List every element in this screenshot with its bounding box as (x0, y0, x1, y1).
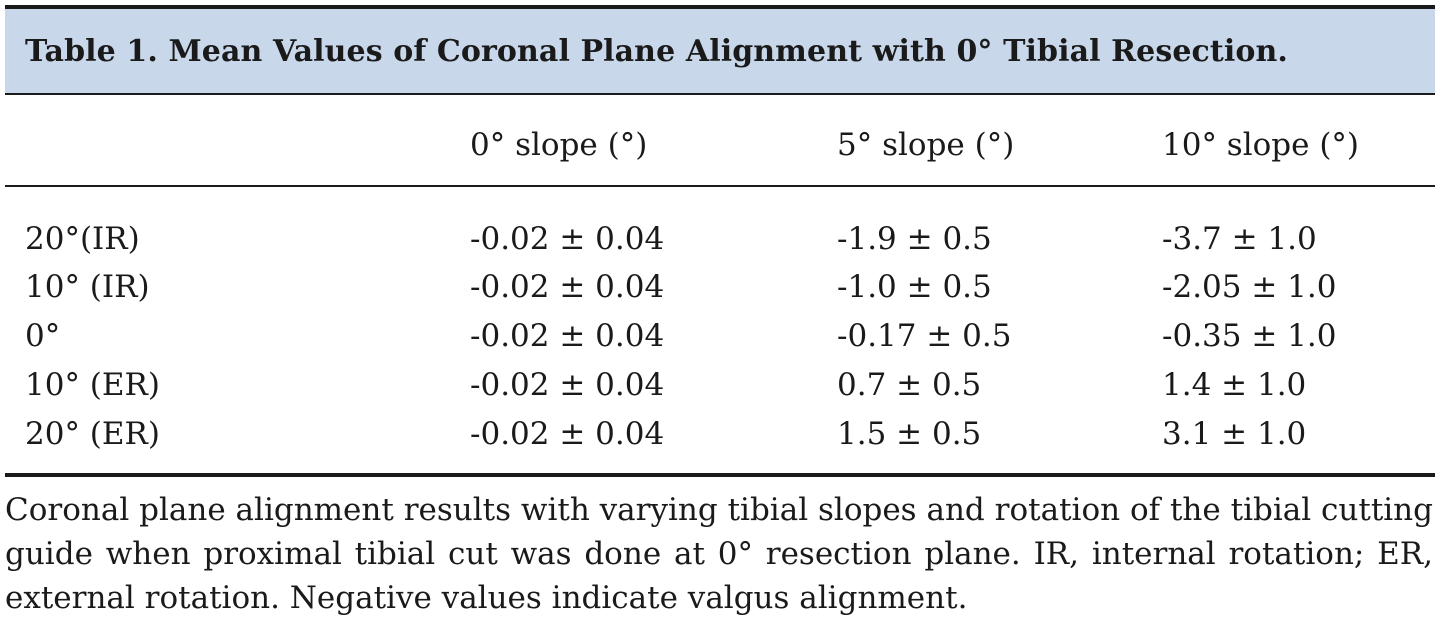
table-cell: -0.02 ± 0.04 (470, 221, 665, 257)
table-row: 20°(IR) -0.02 ± 0.04 -1.9 ± 0.5 -3.7 ± 1… (5, 221, 1435, 270)
table-row: 10° (IR) -0.02 ± 0.04 -1.0 ± 0.5 -2.05 ±… (5, 269, 1435, 318)
table-title: Table 1. Mean Values of Coronal Plane Al… (25, 33, 1288, 69)
table-cell: -0.02 ± 0.04 (470, 416, 665, 452)
table-cell: -3.7 ± 1.0 (1162, 221, 1317, 257)
table-cell: -0.02 ± 0.04 (470, 318, 665, 354)
row-label: 20°(IR) (25, 221, 140, 257)
table-footnote: Coronal plane alignment results with var… (5, 492, 1433, 616)
table-header-row: 0° slope (°) 5° slope (°) 10° slope (°) (5, 95, 1435, 187)
table-cell: -0.02 ± 0.04 (470, 367, 665, 403)
table-cell: 0.7 ± 0.5 (837, 367, 982, 403)
row-label: 10° (ER) (25, 367, 160, 403)
column-header-0-slope: 0° slope (°) (470, 127, 648, 163)
table-cell: 3.1 ± 1.0 (1162, 416, 1307, 452)
data-table: Table 1. Mean Values of Coronal Plane Al… (5, 5, 1435, 477)
column-header-10-slope: 10° slope (°) (1162, 127, 1360, 163)
table-cell: -2.05 ± 1.0 (1162, 269, 1337, 305)
table-row: 0° -0.02 ± 0.04 -0.17 ± 0.5 -0.35 ± 1.0 (5, 318, 1435, 367)
row-label: 20° (ER) (25, 416, 160, 452)
table-top-rule (5, 5, 1435, 9)
table-cell: 1.4 ± 1.0 (1162, 367, 1307, 403)
table-cell: -1.0 ± 0.5 (837, 269, 992, 305)
table-body: 20°(IR) -0.02 ± 0.04 -1.9 ± 0.5 -3.7 ± 1… (5, 187, 1435, 477)
table-row: 10° (ER) -0.02 ± 0.04 0.7 ± 0.5 1.4 ± 1.… (5, 367, 1435, 416)
table-title-band: Table 1. Mean Values of Coronal Plane Al… (5, 9, 1435, 95)
row-label: 0° (25, 318, 61, 354)
table-cell: 1.5 ± 0.5 (837, 416, 982, 452)
table-cell: -0.35 ± 1.0 (1162, 318, 1337, 354)
table-cell: -0.17 ± 0.5 (837, 318, 1012, 354)
column-header-5-slope: 5° slope (°) (837, 127, 1015, 163)
table-cell: -1.9 ± 0.5 (837, 221, 992, 257)
table-cell: -0.02 ± 0.04 (470, 269, 665, 305)
row-label: 10° (IR) (25, 269, 150, 305)
table-row: 20° (ER) -0.02 ± 0.04 1.5 ± 0.5 3.1 ± 1.… (5, 416, 1435, 465)
